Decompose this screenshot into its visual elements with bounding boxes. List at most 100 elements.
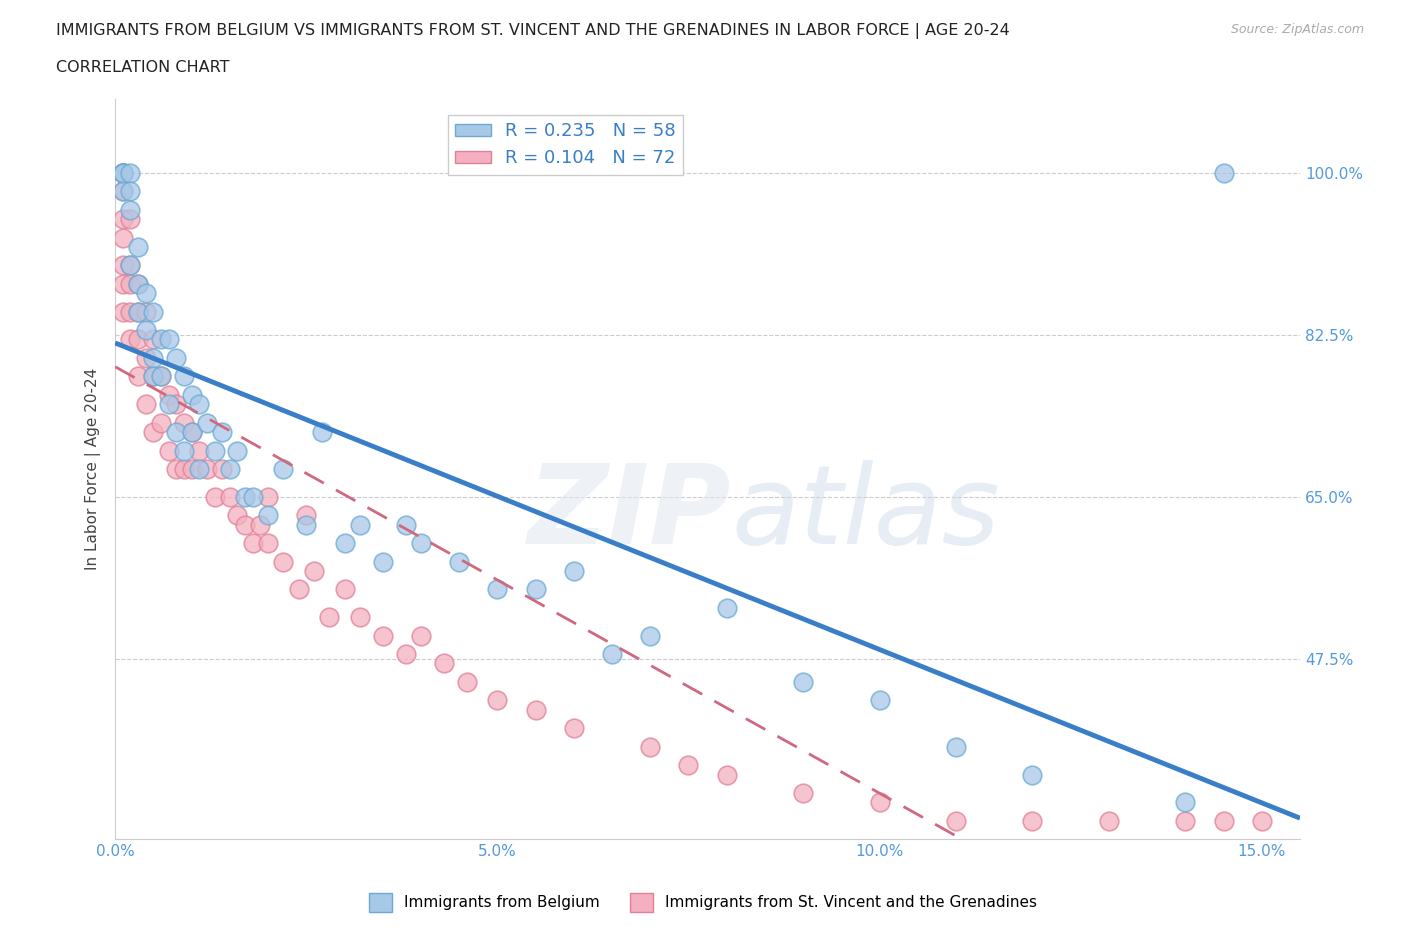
Point bbox=[111, 166, 134, 180]
Point bbox=[242, 536, 264, 551]
Point bbox=[120, 203, 142, 218]
Point bbox=[120, 258, 142, 272]
Point bbox=[242, 489, 264, 504]
Point bbox=[165, 461, 187, 476]
Point bbox=[945, 814, 967, 829]
Point bbox=[120, 212, 142, 227]
Point bbox=[173, 443, 195, 458]
Point bbox=[456, 674, 478, 689]
Point bbox=[120, 166, 142, 180]
Point bbox=[188, 443, 211, 458]
Point bbox=[127, 239, 149, 254]
Point bbox=[311, 425, 333, 440]
Point bbox=[333, 582, 356, 597]
Point bbox=[524, 702, 547, 717]
Point bbox=[111, 212, 134, 227]
Point bbox=[449, 554, 471, 569]
Point bbox=[562, 721, 585, 736]
Point bbox=[349, 517, 371, 532]
Point bbox=[562, 564, 585, 578]
Point bbox=[180, 425, 202, 440]
Point bbox=[371, 554, 394, 569]
Point bbox=[135, 351, 157, 365]
Point bbox=[678, 758, 700, 773]
Point bbox=[302, 564, 325, 578]
Point bbox=[173, 369, 195, 384]
Point bbox=[395, 646, 418, 661]
Point bbox=[150, 332, 173, 347]
Point bbox=[127, 332, 149, 347]
Point bbox=[716, 767, 738, 782]
Point bbox=[486, 693, 509, 708]
Point bbox=[111, 166, 134, 180]
Point bbox=[486, 582, 509, 597]
Point bbox=[409, 629, 432, 644]
Text: ZIP: ZIP bbox=[527, 460, 731, 567]
Point bbox=[120, 304, 142, 319]
Point bbox=[188, 461, 211, 476]
Point bbox=[127, 369, 149, 384]
Text: IMMIGRANTS FROM BELGIUM VS IMMIGRANTS FROM ST. VINCENT AND THE GRENADINES IN LAB: IMMIGRANTS FROM BELGIUM VS IMMIGRANTS FR… bbox=[56, 23, 1010, 39]
Point bbox=[120, 184, 142, 199]
Point bbox=[142, 351, 165, 365]
Point bbox=[409, 536, 432, 551]
Point bbox=[233, 489, 256, 504]
Point bbox=[165, 351, 187, 365]
Point bbox=[157, 332, 180, 347]
Point bbox=[120, 276, 142, 291]
Point bbox=[111, 166, 134, 180]
Point bbox=[218, 461, 240, 476]
Point bbox=[287, 582, 309, 597]
Point bbox=[111, 166, 134, 180]
Text: atlas: atlas bbox=[731, 460, 1000, 567]
Point bbox=[257, 508, 280, 523]
Point bbox=[257, 489, 280, 504]
Legend: Immigrants from Belgium, Immigrants from St. Vincent and the Grenadines: Immigrants from Belgium, Immigrants from… bbox=[363, 887, 1043, 918]
Point bbox=[111, 166, 134, 180]
Point bbox=[127, 304, 149, 319]
Point bbox=[318, 610, 340, 625]
Point bbox=[157, 388, 180, 403]
Point bbox=[945, 739, 967, 754]
Point bbox=[135, 397, 157, 412]
Point bbox=[127, 276, 149, 291]
Text: Source: ZipAtlas.com: Source: ZipAtlas.com bbox=[1230, 23, 1364, 36]
Point bbox=[165, 397, 187, 412]
Point bbox=[120, 332, 142, 347]
Point bbox=[111, 166, 134, 180]
Point bbox=[233, 517, 256, 532]
Point bbox=[273, 461, 295, 476]
Point bbox=[395, 517, 418, 532]
Point bbox=[135, 323, 157, 338]
Point bbox=[257, 536, 280, 551]
Point bbox=[1098, 814, 1121, 829]
Point bbox=[180, 461, 202, 476]
Point bbox=[226, 443, 249, 458]
Point bbox=[195, 416, 218, 431]
Point bbox=[211, 461, 233, 476]
Y-axis label: In Labor Force | Age 20-24: In Labor Force | Age 20-24 bbox=[86, 368, 101, 570]
Point bbox=[204, 489, 226, 504]
Point bbox=[1212, 814, 1234, 829]
Point bbox=[142, 304, 165, 319]
Point bbox=[111, 184, 134, 199]
Point bbox=[142, 369, 165, 384]
Point bbox=[120, 258, 142, 272]
Point bbox=[111, 184, 134, 199]
Point bbox=[150, 369, 173, 384]
Point bbox=[135, 286, 157, 300]
Point bbox=[295, 517, 318, 532]
Point bbox=[127, 276, 149, 291]
Point bbox=[218, 489, 240, 504]
Point bbox=[204, 443, 226, 458]
Point bbox=[150, 416, 173, 431]
Point bbox=[1174, 795, 1197, 810]
Point bbox=[173, 416, 195, 431]
Point bbox=[226, 508, 249, 523]
Point bbox=[211, 425, 233, 440]
Point bbox=[142, 425, 165, 440]
Point bbox=[333, 536, 356, 551]
Point bbox=[249, 517, 271, 532]
Point bbox=[195, 461, 218, 476]
Point bbox=[1250, 814, 1272, 829]
